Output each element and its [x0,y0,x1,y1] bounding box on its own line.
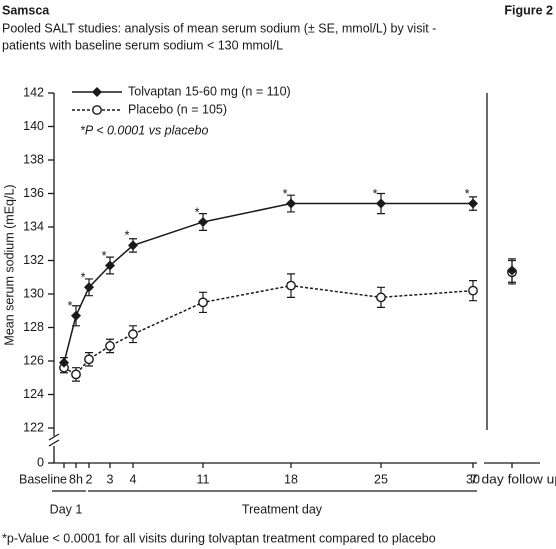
y-tick-label: 132 [23,253,44,267]
y-tick-label: 122 [23,420,44,434]
x-tick-label: 18 [284,472,298,486]
chart-title: Samsca [2,3,50,17]
data-point [468,198,478,209]
significance-marker: * [195,205,200,219]
significance-marker: * [373,187,378,201]
data-point [507,265,517,276]
figure-label: Figure 2 [504,3,553,17]
data-point [71,310,81,321]
data-point [286,198,296,209]
data-point [71,369,81,380]
y-tick-label: 140 [23,119,44,133]
subtitle: patients with baseline serum sodium < 13… [2,38,283,52]
y-tick-label: 142 [23,85,44,99]
y-axis [53,93,477,464]
x-tick-label: 4 [130,472,137,486]
x-tick-label: 8h [69,472,83,486]
y-tick-label: 136 [23,186,44,200]
y-tick-label: 134 [23,219,44,233]
x-group-label: Treatment day [242,502,323,516]
legend-label: Placebo (n = 105) [128,102,227,116]
data-point [198,216,208,227]
significance-marker: * [68,299,73,313]
y-tick-label: 124 [23,387,44,401]
x-tick-label: 25 [374,472,388,486]
data-point [105,341,115,351]
y-axis-label: Mean serum sodium (mEq/L) [2,184,16,345]
data-point [84,354,94,365]
data-point [84,282,94,293]
legend-marker [92,105,102,115]
x-tick-label: 3 [107,472,114,486]
x-tick-label: 2 [86,472,93,486]
significance-marker: * [283,187,288,201]
x-group-label: Day 1 [50,502,83,516]
legend-note: *P < 0.0001 vs placebo [80,123,208,137]
subtitle: Pooled SALT studies: analysis of mean se… [2,21,436,35]
significance-marker: * [125,229,130,243]
data-point [59,357,69,368]
axis-break [48,433,60,447]
legend-marker [92,87,102,97]
y-tick-label: 138 [23,152,44,166]
x-tick-label: Baseline [19,472,67,486]
legend-label: Tolvaptan 15-60 mg (n = 110) [128,84,291,98]
data-point [198,297,208,308]
y-tick-label: 126 [23,353,44,367]
data-point [128,329,138,340]
significance-marker: * [465,187,470,201]
data-point [468,285,478,296]
series-line [63,284,474,376]
x-tick-label: 11 [197,472,210,486]
y-tick-label: 130 [23,286,44,300]
data-point [128,240,138,251]
x-tick-label: 30 [466,472,480,486]
data-point [286,280,296,291]
y-tick-label: 0 [37,455,44,469]
data-point [105,260,115,271]
significance-marker: * [81,271,86,285]
data-point [376,198,386,209]
footnote: *p-Value < 0.0001 for all visits during … [2,531,436,545]
x-tick-label: 7 day follow up [470,472,556,486]
data-point [376,292,386,303]
y-tick-label: 128 [23,320,44,334]
significance-marker: * [102,249,107,263]
